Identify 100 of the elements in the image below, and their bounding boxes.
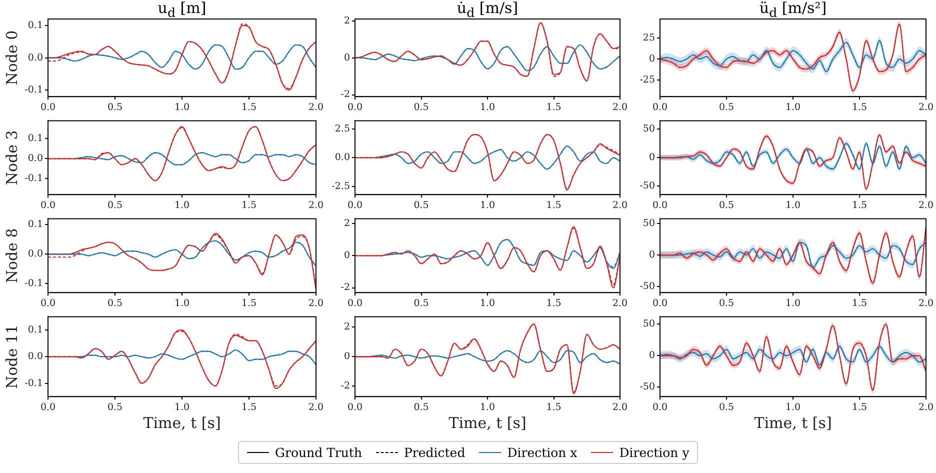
y-tick-label: 0.0 [334, 152, 350, 164]
chart-title: u̇$_{d}$ [m/s] [456, 0, 520, 21]
x-tick-label: 1.5 [852, 200, 868, 211]
y-tick-label: -0.1 [24, 173, 43, 184]
y-tick-label: -0.1 [24, 278, 43, 290]
y-tick-label: 0 [344, 250, 350, 262]
y-tick-label: 0 [344, 351, 350, 362]
x-tick-label: 1.0 [480, 102, 496, 113]
x-tick-label: 0.5 [107, 298, 123, 309]
x-tick-label: 0.5 [718, 402, 734, 413]
x-tick-label: 2.0 [308, 200, 324, 211]
y-tick-label: 0 [648, 350, 655, 362]
x-tick-label: 2.0 [308, 298, 324, 309]
y-tick-label: 0 [648, 152, 655, 164]
x-tick-label: 2.0 [308, 402, 324, 413]
x-tick-label: 2.0 [612, 200, 628, 211]
x-tick-label: 1.5 [241, 402, 257, 413]
y-tick-label: 0.1 [28, 133, 43, 144]
legend-label: Ground Truth [275, 445, 362, 460]
x-tick-label: 0.0 [40, 200, 56, 211]
x-tick-label: 1.0 [480, 298, 496, 309]
x-tick-label: 1.0 [785, 402, 801, 413]
y-axis-title: Node 11 [2, 324, 21, 389]
y-tick-label: 50 [642, 124, 655, 135]
x-tick-label: 2.0 [918, 102, 934, 113]
y-tick-label: 0.0 [28, 153, 43, 164]
x-tick-label: 1.5 [546, 402, 562, 413]
chart-title: u$_{d}$ [m] [156, 0, 208, 21]
x-tick-label: 2.0 [612, 402, 628, 413]
x-tick-label: 0.5 [414, 102, 429, 113]
y-tick-label: 2.5 [334, 123, 350, 134]
y-tick-label: 2 [344, 322, 350, 333]
y-tick-label: 50 [642, 218, 655, 230]
y-tick-label: -50 [640, 280, 655, 292]
x-tick-label: 0.5 [414, 402, 429, 413]
x-tick-label: 1.0 [174, 200, 190, 211]
x-tick-label: 1.5 [546, 102, 562, 113]
y-tick-label: 0.1 [28, 219, 43, 230]
x-tick-label: 1.0 [785, 298, 801, 309]
y-tick-label: 2 [344, 218, 350, 229]
y-axis-title: Node 8 [2, 228, 21, 284]
x-tick-label: 2.0 [918, 200, 934, 211]
x-tick-label: 1.0 [480, 402, 496, 413]
x-tick-label: 0.5 [718, 200, 734, 211]
x-tick-label: 1.0 [174, 102, 190, 113]
y-tick-label: 0.1 [28, 20, 43, 31]
y-axis-title: Node 0 [2, 30, 21, 86]
x-tick-label: 0.5 [107, 200, 123, 211]
x-tick-label: 2.0 [918, 402, 934, 413]
x-tick-label: 1.0 [174, 298, 190, 309]
x-tick-label: 0.5 [107, 402, 123, 413]
x-tick-label: 2.0 [612, 102, 628, 113]
y-tick-label: -50 [640, 382, 655, 393]
y-tick-label: 2 [344, 15, 350, 26]
y-tick-label: 50 [642, 318, 655, 330]
x-axis-title: Time, t [s] [754, 414, 832, 432]
y-tick-label: -25 [640, 74, 655, 86]
x-tick-label: 2.0 [918, 298, 934, 309]
x-tick-label: 1.5 [241, 102, 257, 113]
x-tick-label: 1.5 [852, 402, 868, 413]
legend-label: Predicted [404, 445, 466, 460]
x-tick-label: 1.0 [480, 200, 496, 211]
y-tick-label: -50 [640, 180, 655, 192]
x-tick-label: 0.0 [40, 402, 56, 413]
y-tick-label: 0 [648, 249, 655, 260]
x-tick-label: 2.0 [308, 102, 324, 113]
x-axis-title: Time, t [s] [143, 414, 221, 432]
y-tick-label: 0 [648, 54, 655, 65]
x-tick-label: 1.0 [174, 402, 190, 413]
x-tick-label: 1.5 [546, 200, 562, 211]
y-axis-title: Node 3 [2, 130, 21, 186]
y-tick-label: 0.1 [28, 324, 43, 336]
y-tick-label: 0.0 [28, 351, 43, 362]
x-tick-label: 1.5 [241, 298, 257, 309]
y-tick-label: -2 [340, 282, 350, 294]
chart-title: ü$_{d}$ [m/s²] [758, 0, 828, 21]
x-axis-title: Time, t [s] [448, 414, 526, 432]
x-tick-label: 1.5 [546, 298, 562, 309]
x-tick-label: 0.0 [40, 298, 56, 309]
x-tick-label: 0.0 [40, 102, 56, 113]
legend-label: Direction x [507, 445, 578, 460]
x-tick-label: 0.5 [107, 102, 123, 113]
y-tick-label: -0.1 [24, 378, 43, 389]
y-tick-label: -0.1 [24, 84, 43, 96]
y-tick-label: 0.0 [28, 52, 43, 64]
x-tick-label: 0.5 [414, 200, 429, 211]
x-tick-label: 0.5 [718, 298, 734, 309]
y-tick-label: 0.0 [28, 248, 43, 260]
x-tick-label: 2.0 [612, 298, 628, 309]
y-tick-label: -2 [340, 89, 350, 100]
x-tick-label: 1.5 [852, 298, 868, 309]
y-tick-label: -2 [340, 380, 350, 392]
y-tick-label: -2.5 [332, 180, 350, 192]
y-tick-label: 0 [344, 52, 350, 64]
x-tick-label: 0.5 [718, 102, 734, 113]
x-tick-label: 1.5 [852, 102, 868, 113]
x-tick-label: 1.0 [785, 200, 801, 211]
x-tick-label: 1.0 [785, 102, 801, 113]
y-tick-label: 25 [642, 32, 655, 44]
legend-label: Direction y [619, 445, 690, 460]
